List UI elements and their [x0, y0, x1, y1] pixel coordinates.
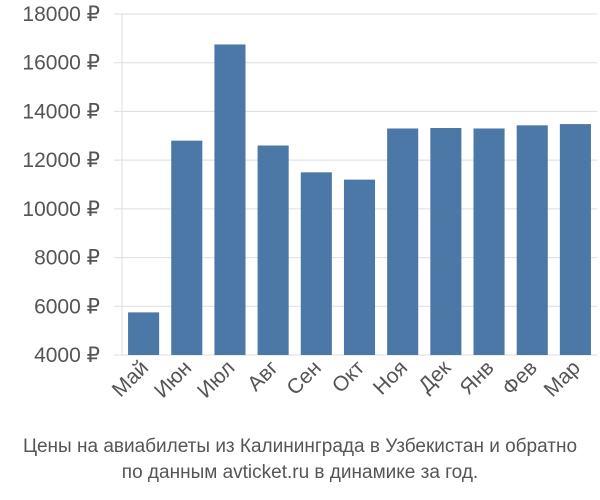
x-tick-label: Июн [150, 356, 196, 402]
bar-4 [257, 145, 289, 355]
x-tick-label: Дек [414, 356, 456, 398]
y-tick-labels: 4000 ₽ 6000 ₽ 8000 ₽ 10000 ₽ 12000 ₽ 14000 ₽ 1… [22, 3, 100, 367]
x-tick-label: Окт [328, 356, 370, 398]
y-tick-label: 18000 ₽ [22, 3, 100, 26]
x-tick-label: Фев [498, 356, 542, 400]
y-tick-label: 6000 ₽ [34, 295, 100, 318]
y-tick-label: 4000 ₽ [34, 344, 100, 367]
price-bar-chart: 4000 ₽ 6000 ₽ 8000 ₽ 10000 ₽ 12000 ₽ 14000 ₽ 1… [22, 3, 597, 403]
y-tick-label: 12000 ₽ [22, 149, 100, 172]
y-tick-label: 8000 ₽ [34, 247, 100, 270]
x-tick-label: Ноя [369, 356, 412, 399]
y-tick-label: 14000 ₽ [22, 100, 100, 123]
bar-5 [300, 172, 332, 355]
bar-6 [343, 179, 376, 355]
x-tick-label: Май [108, 356, 153, 401]
bar-8 [430, 127, 462, 356]
chart-caption-line-1: Цены на авиабилеты из Калининграда в Узб… [22, 436, 578, 457]
x-tick-label: Мар [540, 356, 585, 401]
bar-2 [171, 140, 203, 355]
y-tick-label: 16000 ₽ [22, 52, 100, 75]
bar-9 [473, 128, 505, 355]
x-tick-label: Авг [243, 356, 283, 396]
y-tick-label: 10000 ₽ [22, 198, 100, 221]
bars [128, 44, 591, 356]
bar-1 [128, 312, 160, 355]
x-tick-label: Сен [282, 356, 325, 399]
bar-3 [214, 44, 246, 355]
bar-11 [559, 124, 591, 355]
x-tick-label: Янв [456, 356, 499, 399]
bar-7 [387, 128, 419, 355]
bar-10 [516, 125, 548, 356]
chart-caption-line-2: по данным avticket.ru в динамике за год. [121, 462, 479, 483]
x-tick-label: Июл [193, 356, 239, 402]
